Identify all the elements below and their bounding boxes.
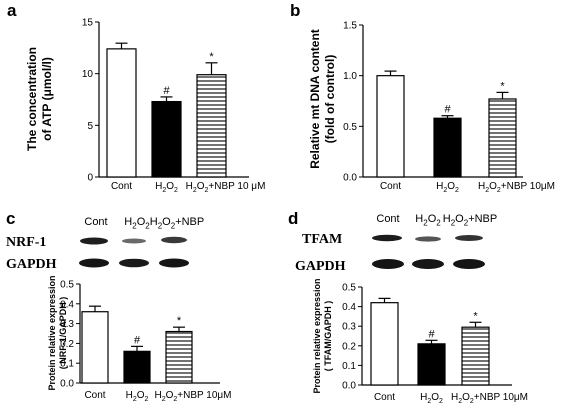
category-label-d-0: Cont: [374, 392, 395, 403]
y-tick-label-d: 0.5: [342, 283, 356, 294]
y-axis-title-b: Relative mt DNA content(fold of control): [308, 29, 337, 169]
y-tick-label-b: 1.5: [343, 21, 357, 32]
y-tick-label-d: 0.2: [342, 341, 356, 352]
y-tick-label-c: 0.4: [60, 299, 74, 310]
significance-marker-c-2: *: [177, 315, 182, 327]
blot-row-label-c-1: GAPDH: [6, 257, 57, 272]
category-label-d-2: H2O2+NBP 10μM: [451, 392, 528, 405]
category-label-b-2: H2O2+NBP 10μM: [478, 181, 555, 194]
y-tick-label-c: 0.1: [60, 359, 74, 370]
blot-row-label-d-0: TFAM: [302, 232, 342, 247]
y-tick-label-c: 0.3: [60, 319, 74, 330]
chart-panel-a: 0 5 10 15 The concentrationof ATP (μmol/l) Co…: [25, 18, 265, 195]
bar-c-1: [123, 350, 151, 384]
blot-lane-label-d-1: H2O2: [415, 213, 441, 227]
blot-lane-label-c-2: H2O2+NBP: [150, 216, 204, 230]
y-tick-label-b: 1.0: [343, 71, 357, 82]
y-tick-label-a: 0: [87, 173, 93, 184]
panel-letter-b: b: [290, 1, 300, 20]
y-tick-label-c: 0.0: [60, 379, 74, 390]
y-tick-label-d: 0.4: [342, 302, 356, 313]
y-tick-label-a: 15: [82, 18, 94, 29]
blot-lane-label-c-0: Cont: [84, 216, 107, 228]
y-tick-label-d: 0.3: [342, 322, 356, 333]
y-axis-title-d: Protein relative expression( TFAM/GAPDH …: [312, 278, 333, 393]
chart-panel-d: 0.0 0.1 0.2 0.3 0.4 0.5 Protein relative expre…: [312, 213, 528, 405]
blot-lane-label-d-0: Cont: [376, 213, 399, 225]
bar-a-2: [196, 74, 227, 178]
bar-b-2: [488, 98, 517, 178]
bar-d-0: [370, 302, 399, 386]
category-label-c-1: H2O2: [126, 390, 149, 403]
y-tick-label-c: 0.2: [60, 339, 74, 350]
y-tick-label-a: 10: [82, 69, 94, 80]
category-label-d-1: H2O2: [420, 392, 443, 405]
western-blot-c: [78, 233, 190, 268]
significance-marker-a-1: #: [163, 85, 170, 97]
category-label-c-2: H2O2+NBP 10μM: [154, 390, 231, 403]
blot-row-label-d-1: GAPDH: [295, 259, 346, 274]
panel-letter-a: a: [7, 1, 17, 20]
bar-a-1: [151, 100, 182, 178]
y-tick-label-a: 5: [87, 121, 93, 132]
bar-c-2: [165, 330, 193, 384]
y-tick-label-b: 0.5: [343, 122, 357, 133]
blot-row-label-c-0: NRF-1: [6, 235, 46, 250]
category-label-a-2: H2O2+NBP 10 μM: [186, 181, 266, 194]
y-tick-label-d: 0.0: [342, 381, 356, 392]
category-label-a-1: H2O2: [155, 181, 178, 194]
y-axis-title-a: The concentrationof ATP (μmol/l): [25, 47, 54, 151]
y-tick-label-d: 0.1: [342, 361, 356, 372]
blot-lane-label-d-2: H2O2+NBP: [443, 213, 497, 227]
category-label-b-1: H2O2: [436, 181, 459, 194]
significance-marker-d-1: #: [428, 328, 435, 340]
bar-c-0: [81, 311, 109, 384]
bar-b-1: [433, 117, 462, 178]
significance-marker-b-2: *: [500, 80, 505, 92]
significance-marker-b-1: #: [444, 104, 451, 116]
blot-lane-label-c-1: H2O2: [124, 216, 150, 230]
category-label-c-0: Cont: [84, 390, 105, 401]
panel-letter-c: c: [6, 209, 15, 228]
bar-d-1: [417, 343, 446, 386]
significance-marker-c-1: #: [134, 334, 141, 346]
significance-marker-d-2: *: [473, 310, 478, 322]
bar-a-0: [106, 48, 137, 178]
panel-letter-d: d: [288, 209, 298, 228]
y-tick-label-b: 0.0: [343, 173, 357, 184]
category-label-b-0: Cont: [380, 181, 401, 192]
bar-b-0: [376, 75, 405, 178]
y-axis-title-c: Protein relative expression( NRF-1/GAPDH…: [47, 275, 68, 390]
bar-d-2: [461, 326, 490, 386]
western-blot-d: [372, 234, 485, 269]
category-label-a-0: Cont: [111, 181, 132, 192]
significance-marker-a-2: *: [209, 51, 214, 63]
y-tick-label-c: 0.5: [60, 280, 74, 291]
chart-panel-b: 0.0 0.5 1.0 1.5 Relative mt DNA content(fold…: [308, 21, 555, 195]
